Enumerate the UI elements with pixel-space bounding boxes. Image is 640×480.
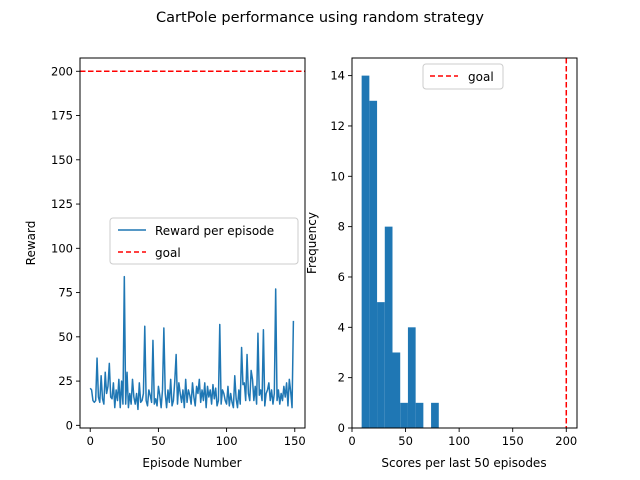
left-x-tick-label: 100 xyxy=(216,434,238,448)
left-legend: Reward per episode goal xyxy=(109,217,299,265)
histogram-bar xyxy=(392,352,401,428)
right-x-tick-label: 200 xyxy=(555,434,577,448)
left-y-tick-label: 100 xyxy=(51,241,73,255)
left-x-axis-label: Episode Number xyxy=(142,456,241,470)
right-x-tick-label: 0 xyxy=(348,434,355,448)
right-plot-content xyxy=(361,58,568,428)
right-plot: 0 50 100 150 200 0 2 4 6 8 10 12 14 Scores per last… xyxy=(305,57,578,470)
right-axes-frame xyxy=(351,57,578,429)
right-y-tick-label: 2 xyxy=(338,371,345,385)
left-x-tick-label: 150 xyxy=(284,434,306,448)
histogram-bar xyxy=(384,226,393,428)
histogram-bar xyxy=(369,100,378,428)
left-x-tick-label: 50 xyxy=(151,434,166,448)
left-y-tick-label: 175 xyxy=(51,109,73,123)
right-x-axis-label: Scores per last 50 episodes xyxy=(381,456,546,470)
left-y-tick-label: 25 xyxy=(58,374,73,388)
right-y-tick-label: 14 xyxy=(330,69,345,83)
left-legend-box xyxy=(109,217,299,265)
right-x-tick-label: 100 xyxy=(448,434,470,448)
reward-series-line xyxy=(89,275,295,411)
right-legend: goal xyxy=(422,63,504,90)
right-y-axis-label: Frequency xyxy=(305,212,319,274)
right-x-ticks: 0 50 100 150 200 xyxy=(348,428,577,448)
left-y-tick-label: 75 xyxy=(58,286,73,300)
right-y-ticks: 0 2 4 6 8 10 12 14 xyxy=(330,69,352,435)
left-axes-frame xyxy=(79,57,306,429)
left-legend-label-reward: Reward per episode xyxy=(155,224,274,238)
right-y-tick-label: 4 xyxy=(338,320,345,334)
histogram-bar xyxy=(377,302,385,428)
histogram-bar xyxy=(361,75,370,428)
right-x-tick-label: 50 xyxy=(398,434,413,448)
left-y-axis-label: Reward xyxy=(24,221,38,266)
left-x-ticks: 0 50 100 150 xyxy=(87,428,306,448)
left-y-tick-label: 150 xyxy=(51,153,73,167)
figure-title: CartPole performance using random strate… xyxy=(156,10,484,26)
right-y-tick-label: 12 xyxy=(330,119,345,133)
left-plot: 0 50 100 150 0 25 50 75 100 125 150 175 200 Episode… xyxy=(24,57,306,470)
left-plot-content xyxy=(80,70,305,411)
histogram-bar xyxy=(400,402,408,428)
right-y-tick-label: 10 xyxy=(330,169,345,183)
left-legend-label-goal: goal xyxy=(155,246,181,260)
right-x-tick-label: 150 xyxy=(502,434,524,448)
histogram-bar xyxy=(415,402,424,428)
left-y-tick-label: 0 xyxy=(66,418,73,432)
right-legend-label-goal: goal xyxy=(468,70,494,84)
right-y-tick-label: 8 xyxy=(338,220,345,234)
left-y-tick-label: 125 xyxy=(51,197,73,211)
left-y-tick-label: 200 xyxy=(51,64,73,78)
left-x-tick-label: 0 xyxy=(87,434,94,448)
right-y-tick-label: 6 xyxy=(338,270,345,284)
left-y-tick-label: 50 xyxy=(58,330,73,344)
left-y-ticks: 0 25 50 75 100 125 150 175 200 xyxy=(51,64,80,432)
right-y-tick-label: 0 xyxy=(338,421,345,435)
histogram-bar xyxy=(431,402,439,428)
histogram-bar xyxy=(407,327,416,428)
right-legend-box xyxy=(422,63,504,90)
